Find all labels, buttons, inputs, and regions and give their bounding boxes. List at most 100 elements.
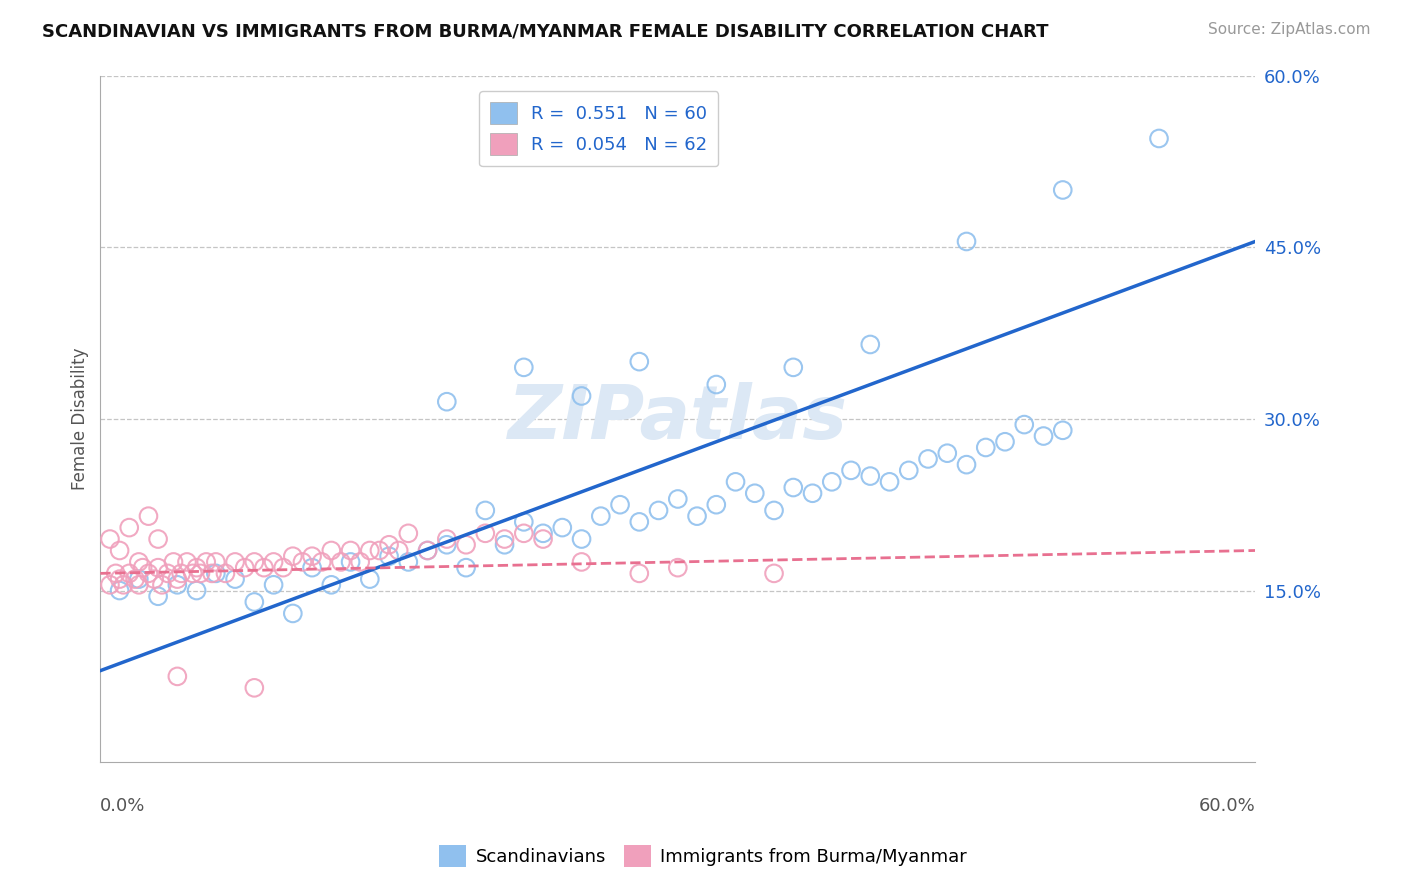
Point [329,555,352,569]
Point [112,578,135,592]
Point [955,235,977,249]
Point [156,566,179,581]
Point [974,441,997,455]
Point [724,475,747,489]
Point [339,555,361,569]
Point [349,555,371,569]
Point [190,566,212,581]
Point [233,560,256,574]
Point [378,549,401,564]
Point [763,566,786,581]
Point [291,555,314,569]
Point [628,354,651,368]
Text: SCANDINAVIAN VS IMMIGRANTS FROM BURMA/MYANMAR FEMALE DISABILITY CORRELATION CHAR: SCANDINAVIAN VS IMMIGRANTS FROM BURMA/MY… [42,22,1049,40]
Point [186,560,208,574]
Point [686,509,709,524]
Point [936,446,959,460]
Point [994,434,1017,449]
Legend: Scandinavians, Immigrants from Burma/Myanmar: Scandinavians, Immigrants from Burma/Mya… [432,838,974,874]
Point [531,526,554,541]
Point [118,520,141,534]
Point [801,486,824,500]
Point [162,555,184,569]
Point [378,538,401,552]
Point [311,555,333,569]
Text: 0.0%: 0.0% [100,797,146,814]
Point [551,520,574,534]
Point [396,555,419,569]
Point [1052,183,1074,197]
Point [166,572,188,586]
Point [176,555,198,569]
Point [1012,417,1035,432]
Point [98,578,121,592]
Point [1147,131,1170,145]
Point [955,458,977,472]
Point [388,543,411,558]
Point [628,515,651,529]
Point [513,526,536,541]
Point [763,503,786,517]
Point [359,572,381,586]
Point [321,543,343,558]
Point [131,560,153,574]
Point [859,337,882,351]
Point [124,572,146,586]
Point [271,560,294,574]
Point [436,538,458,552]
Point [879,475,901,489]
Point [821,475,844,489]
Point [339,543,361,558]
Point [138,509,160,524]
Point [253,560,276,574]
Point [205,566,228,581]
Point [281,607,304,621]
Point [416,543,439,558]
Point [474,503,496,517]
Point [436,532,458,546]
Point [243,681,266,695]
Text: ZIPatlas: ZIPatlas [508,383,848,456]
Point [368,543,391,558]
Point [571,389,593,403]
Text: Source: ZipAtlas.com: Source: ZipAtlas.com [1208,22,1371,37]
Point [704,377,727,392]
Point [224,572,246,586]
Point [666,491,689,506]
Point [782,360,804,375]
Point [128,555,150,569]
Point [571,555,593,569]
Point [146,560,169,574]
Point [666,560,689,574]
Point [146,589,169,603]
Point [205,555,228,569]
Point [474,526,496,541]
Point [195,555,218,569]
Point [150,578,173,592]
Point [98,532,121,546]
Point [166,669,188,683]
Point [436,394,458,409]
Point [494,538,516,552]
Point [108,543,131,558]
Point [243,555,266,569]
Point [321,578,343,592]
Point [301,549,323,564]
Point [897,463,920,477]
Text: 60.0%: 60.0% [1198,797,1256,814]
Point [513,360,536,375]
Point [170,566,193,581]
Point [128,578,150,592]
Point [839,463,862,477]
Point [118,566,141,581]
Point [609,498,631,512]
Point [186,583,208,598]
Point [782,481,804,495]
Legend: R =  0.551   N = 60, R =  0.054   N = 62: R = 0.551 N = 60, R = 0.054 N = 62 [479,91,718,166]
Point [917,451,939,466]
Point [859,469,882,483]
Point [744,486,766,500]
Point [359,543,381,558]
Point [281,549,304,564]
Point [571,532,593,546]
